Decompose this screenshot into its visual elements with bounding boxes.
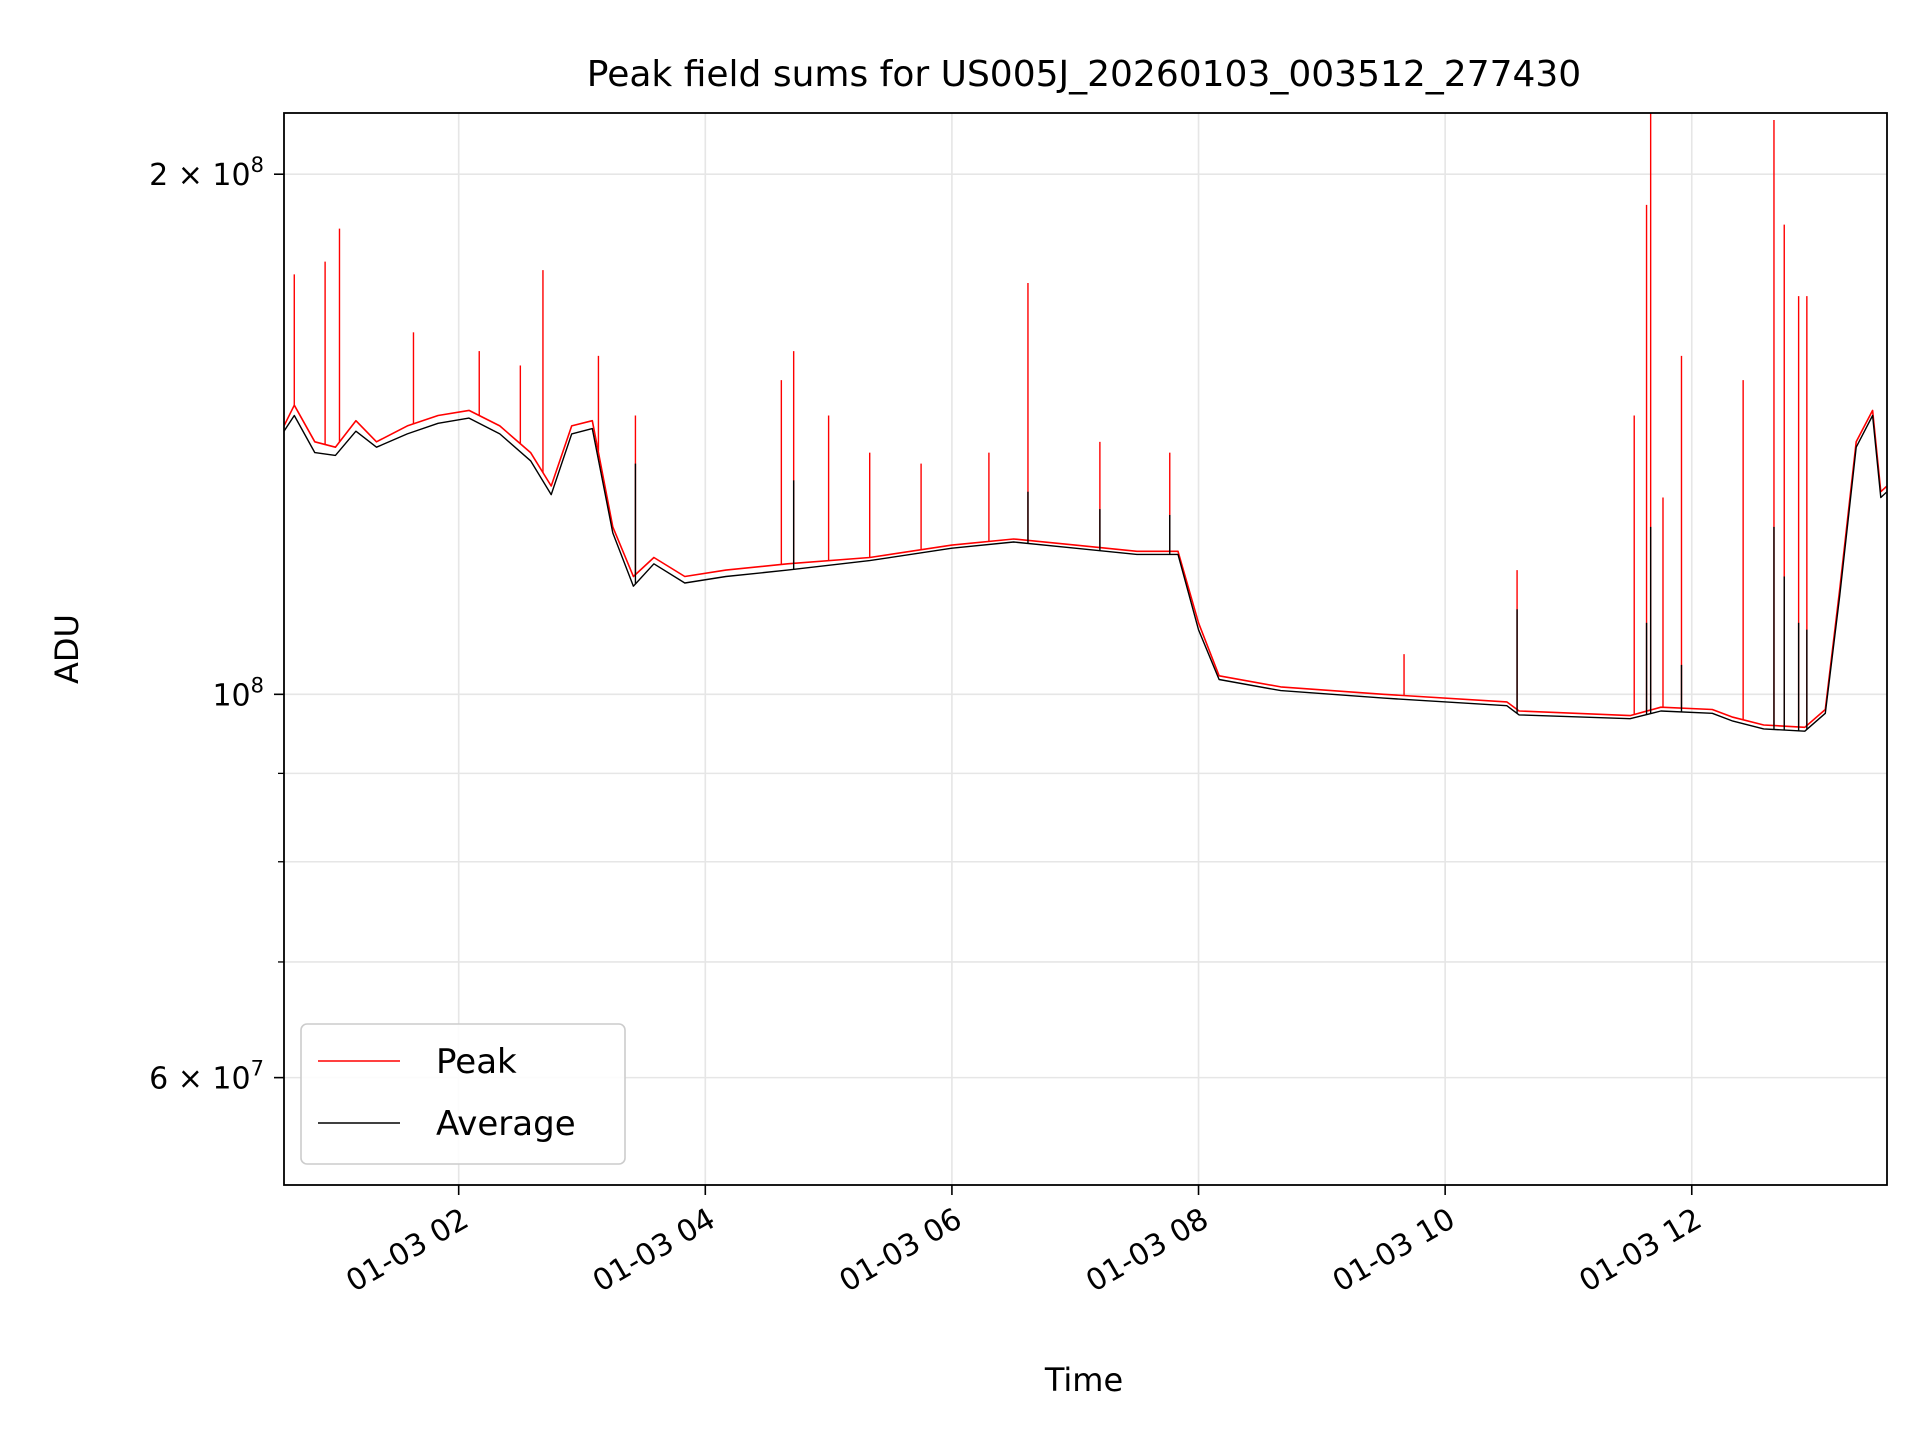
y-tick-exponent: 8 — [251, 673, 264, 697]
series-line-peak — [284, 404, 1887, 729]
legend-label-peak: Peak — [436, 1042, 517, 1082]
series-group — [284, 113, 1887, 732]
axes-frame — [283, 112, 1888, 1186]
y-tick-exponent: 8 — [251, 153, 264, 177]
legend-label-average: Average — [436, 1104, 576, 1144]
legend: Peak Average — [300, 1023, 626, 1165]
series-line-average — [284, 414, 1887, 732]
y-axis-label: ADU — [48, 614, 86, 684]
grid — [284, 113, 1887, 1185]
chart-title: Peak field sums for US005J_20260103_0035… — [587, 54, 1581, 95]
x-axis-label: Time — [1044, 1361, 1123, 1399]
plot-area — [284, 113, 1887, 732]
y-tick-label: 2 × 108 — [149, 153, 264, 193]
y-tick-exponent: 7 — [251, 1057, 264, 1081]
y-tick-label: 6 × 107 — [149, 1057, 264, 1097]
legend-box — [300, 1023, 626, 1165]
